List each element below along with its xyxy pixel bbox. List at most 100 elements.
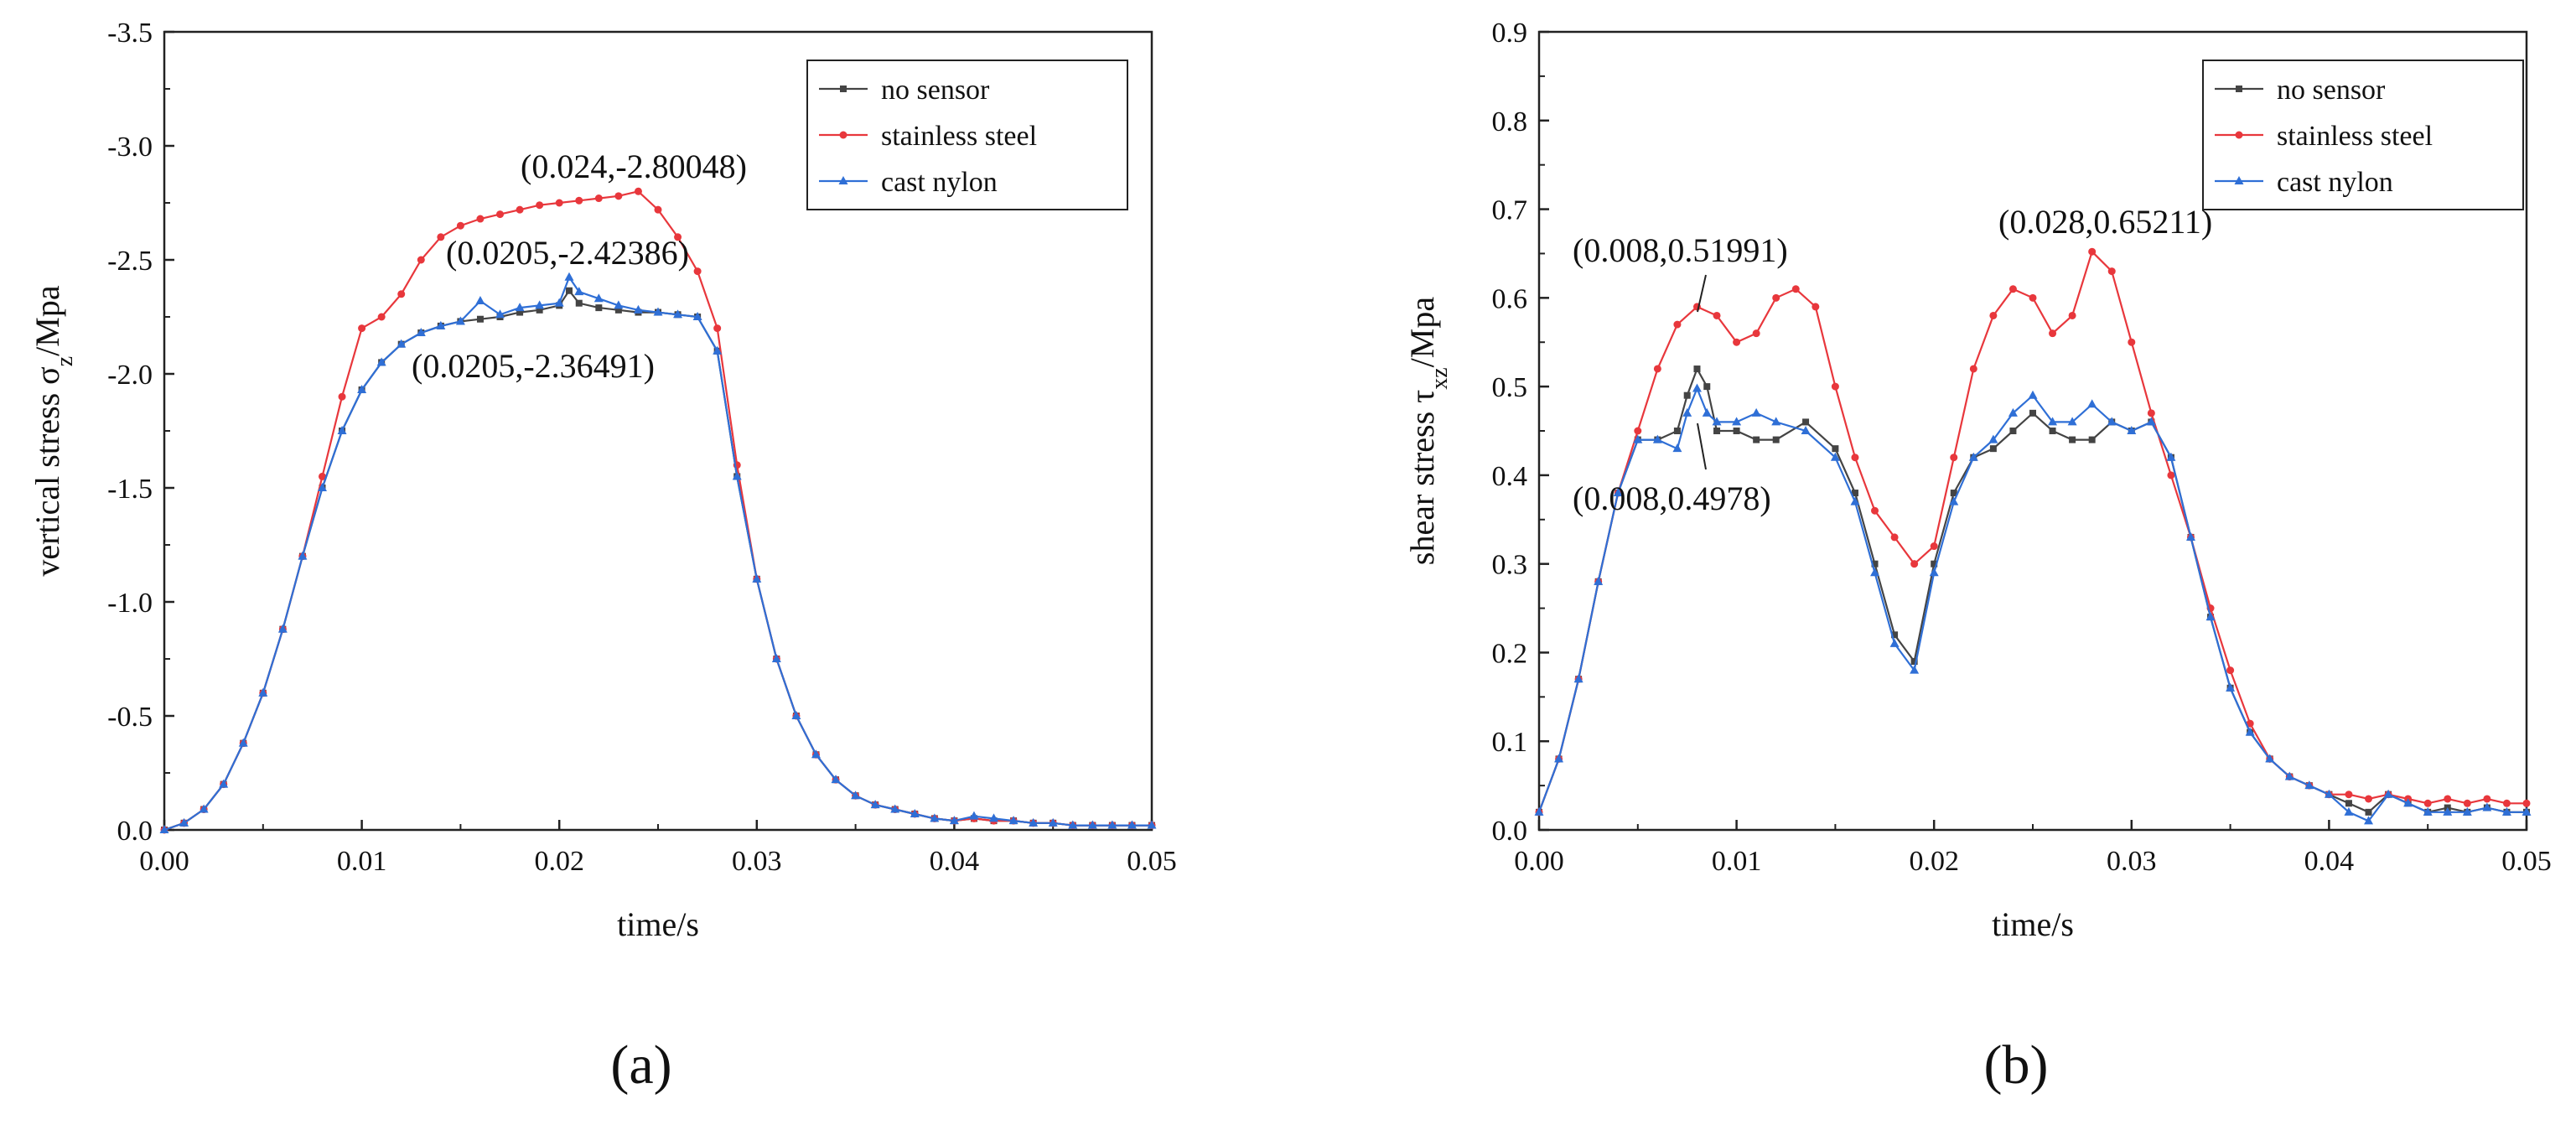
data-point [417,256,425,264]
y-tick-label: 0.5 [1492,372,1528,403]
data-point [1693,365,1701,373]
panel-b-chart: 0.0 0.1 0.2 0.3 0.4 0.5 0.6 0.7 0.8 0.9 0.00 0.01 0.… [1403,18,2552,1096]
annotation-label: (0.0205,-2.42386) [446,234,689,272]
data-point [2443,806,2453,816]
data-point [1870,568,1880,577]
data-point [1703,383,1711,391]
data-point [219,779,229,788]
data-point [536,201,544,210]
data-point [1791,285,1800,293]
data-point [536,306,543,314]
data-point [1672,443,1682,453]
data-point [436,320,446,329]
data-point [2128,338,2136,346]
data-point [1771,417,1781,426]
y-tick-label: 0.0 [117,816,153,847]
data-point [949,816,959,825]
data-point [397,339,407,348]
data-point [2383,789,2393,798]
data-point [1949,496,1959,505]
data-point [377,313,386,321]
data-point [674,233,682,241]
data-point [2365,808,2372,816]
data-point [1850,496,1860,505]
annotation-label: (0.028,0.65211) [1998,203,2212,241]
data-point [2284,771,2294,780]
data-point [2226,682,2236,692]
annotation-label: (0.008,0.4978) [1573,480,1771,517]
data-point [2087,399,2097,408]
series-line [1537,386,2527,822]
data-point [1534,806,1544,816]
legend-swatch-marker [839,131,847,139]
x-tick-label: 0.03 [732,846,782,877]
data-point [1753,436,1760,443]
data-point [595,304,603,312]
data-point [338,392,346,401]
legend-label: cast nylon [2277,167,2393,198]
data-point [1633,434,1643,443]
data-point [1733,428,1740,434]
data-point [673,309,683,319]
data-point [870,800,880,809]
y-tick-label: 0.8 [1492,106,1528,137]
series-line [163,288,1152,832]
data-point [2483,795,2491,803]
data-point [2403,798,2413,807]
data-point [2008,285,2017,293]
series-line [163,190,1152,832]
data-point [693,267,702,276]
legend-swatch-marker [2234,176,2244,184]
x-tick-label: 0.00 [1514,846,1564,877]
data-point [989,813,999,822]
data-point [495,309,505,319]
data-point [554,298,564,307]
data-point [258,687,268,697]
legend-label: no sensor [2277,75,2386,106]
data-point [2167,471,2175,480]
data-point [2462,806,2472,816]
data-point [1107,820,1117,829]
data-point [2265,754,2275,763]
y-tick-label: -1.5 [107,474,153,505]
data-point [1832,445,1839,453]
data-point [930,813,940,822]
data-point [1029,817,1039,827]
data-point [1969,365,1977,373]
data-point [634,187,642,195]
data-point [575,299,583,307]
data-point [376,357,386,366]
data-point [1554,754,1564,763]
data-point [1801,426,1811,434]
data-point [732,471,742,480]
data-point [2226,666,2235,675]
y-tick-label: 0.2 [1492,638,1528,669]
series-line [163,275,1152,832]
series-no-sensor [161,287,1155,833]
data-point [555,199,563,207]
data-point [2049,428,2056,434]
data-point [1830,452,1840,461]
data-point [1950,490,1957,497]
data-point [2127,426,2137,434]
y-tick-label: 0.0 [1492,816,1528,847]
y-axis-label: shear stress τxz/Mpa [1403,297,1453,565]
data-point [337,426,347,434]
data-point [2147,409,2155,417]
series-cast-nylon [1534,383,2532,825]
data-point [2067,417,2077,426]
data-point [318,472,326,480]
data-point [2185,531,2195,541]
series-cast-nylon [159,272,1157,833]
y-tick-label: 0.4 [1492,461,1528,492]
data-point [2444,795,2452,803]
panel-label: (a) [610,1034,671,1096]
data-point [2029,293,2037,302]
data-point [2245,727,2255,736]
x-tick-label: 0.04 [2304,846,2355,877]
data-point [654,205,662,214]
data-point [2502,799,2511,807]
legend-swatch-marker [838,176,848,184]
x-tick-label: 0.02 [534,846,584,877]
data-point [1673,320,1682,329]
